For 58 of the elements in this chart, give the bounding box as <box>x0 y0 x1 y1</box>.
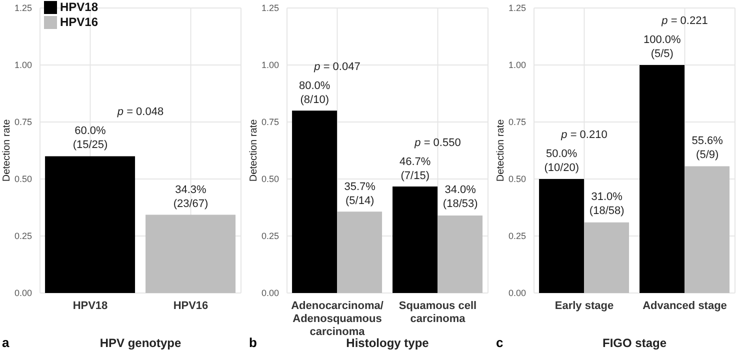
data-label: 35.7% (5/14) <box>343 180 376 208</box>
y-tick-label: 0.25 <box>508 231 526 242</box>
bar <box>539 179 584 293</box>
data-label: 31.0% (18/58) <box>588 190 626 218</box>
data-label: 60.0% (15/25) <box>72 124 109 152</box>
y-tick-label: 0.50 <box>261 174 279 184</box>
x-tick-label: Adenocarcinoma/ Adenosquamous carcinoma <box>291 300 384 338</box>
bar <box>292 110 338 293</box>
y-tick-label: 1.00 <box>508 60 526 70</box>
annotation: p = 0.210 <box>560 129 608 141</box>
y-tick-label: 0.75 <box>261 117 279 128</box>
data-label: 46.7% (7/15) <box>398 154 432 183</box>
y-tick-label: 0.75 <box>14 117 32 128</box>
y-axis-title: Detection rate <box>496 118 507 182</box>
x-axis-title: Histology type <box>345 336 430 350</box>
annotation: p = 0.221 <box>660 15 709 27</box>
x-tick-label: Squamous cell carcinoma <box>398 300 477 325</box>
annotation: p = 0.550 <box>414 136 462 149</box>
y-axis-title: Detection rate <box>248 118 260 182</box>
bar <box>640 65 685 293</box>
bar <box>392 186 438 293</box>
bar <box>584 222 630 293</box>
x-tick-label: HPV18 <box>72 300 108 312</box>
x-tick-label: HPV16 <box>173 300 208 312</box>
text: c <box>496 335 504 350</box>
y-tick-label: 0.00 <box>261 288 279 298</box>
data-label: 55.6% (5/9) <box>690 134 724 162</box>
data-label: 50.0% (10/20) <box>543 147 580 175</box>
y-tick-label: 0.50 <box>508 174 526 184</box>
y-tick-label: 0.25 <box>261 231 279 242</box>
y-tick-label: 1.25 <box>508 3 526 14</box>
bar <box>337 212 382 293</box>
data-label: 34.0% (18/53) <box>442 183 479 212</box>
y-axis-title: Detection rate <box>2 118 13 182</box>
text: a <box>2 335 10 350</box>
annotation: p = 0.047 <box>313 60 362 73</box>
data-label: 80.0% (8/10) <box>298 78 332 107</box>
y-tick-label: 1.00 <box>261 60 279 70</box>
x-axis-title: FIGO stage <box>601 336 668 350</box>
legend-label: HPV18 <box>60 0 98 15</box>
y-tick-label: 1.25 <box>14 3 32 14</box>
y-tick-label: 0.75 <box>508 117 526 128</box>
y-tick-label: 0.00 <box>14 288 32 298</box>
bar <box>684 166 730 293</box>
y-tick-label: 0.25 <box>14 231 32 242</box>
y-tick-label: 1.00 <box>14 60 32 70</box>
text: b <box>249 335 257 350</box>
annotation: p = 0.048 <box>116 106 165 118</box>
bar <box>438 215 483 293</box>
legend-label: HPV16 <box>60 15 98 30</box>
y-tick-label: 0.50 <box>14 174 32 184</box>
x-tick-label: Advanced stage <box>642 300 727 312</box>
data-label: 34.3% (23/67) <box>172 182 210 211</box>
data-label: 100.0% (5/5) <box>642 33 682 61</box>
y-tick-label: 0.00 <box>508 288 526 298</box>
x-axis-title: HPV genotype <box>98 336 182 350</box>
x-tick-label: Early stage <box>554 300 614 312</box>
y-tick-label: 1.25 <box>261 3 279 14</box>
